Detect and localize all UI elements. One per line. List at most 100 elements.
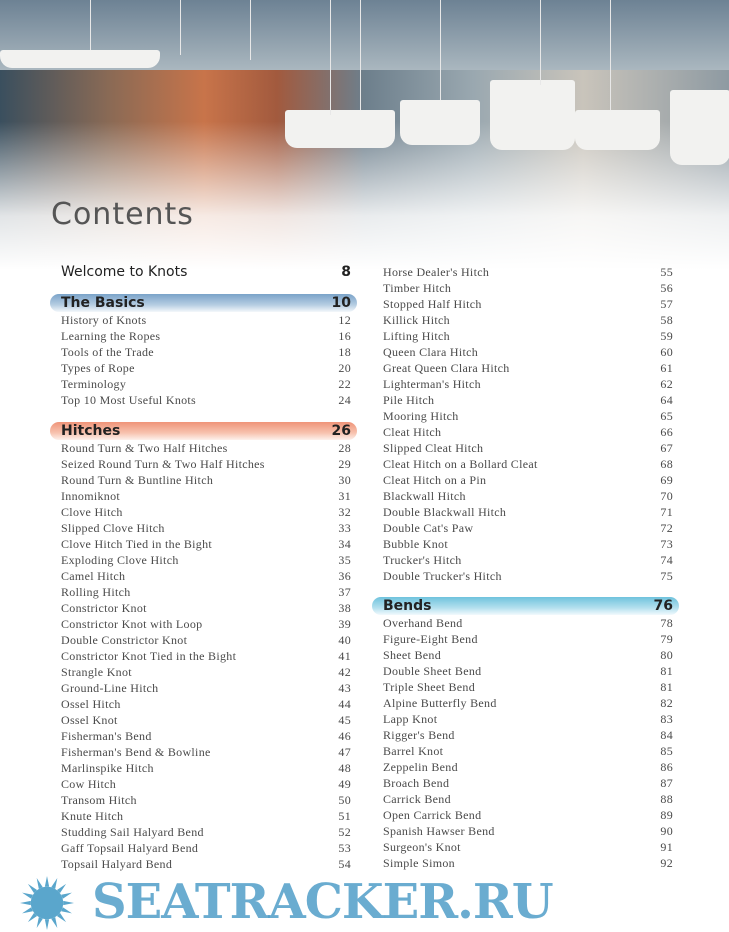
toc-entry[interactable]: Blackwall Hitch 70 [372, 489, 679, 504]
entry-title: Horse Dealer's Hitch [383, 265, 490, 279]
entry-page: 72 [660, 521, 673, 535]
toc-entry[interactable]: Barrel Knot 85 [372, 744, 679, 759]
entry-title: Carrick Bend [383, 792, 451, 806]
toc-entry[interactable]: Rigger's Bend 84 [372, 728, 679, 743]
toc-entry[interactable]: Lapp Knot 83 [372, 712, 679, 727]
toc-welcome[interactable]: Welcome to Knots 8 [50, 263, 357, 281]
toc-entry[interactable]: Ground-Line Hitch 43 [50, 681, 357, 696]
toc-entry[interactable]: Lighterman's Hitch 62 [372, 377, 679, 392]
toc-entry[interactable]: Timber Hitch 56 [372, 281, 679, 296]
toc-entry[interactable]: Double Sheet Bend 81 [372, 664, 679, 679]
toc-entry[interactable]: Clove Hitch Tied in the Bight 34 [50, 537, 357, 552]
toc-entry[interactable]: Stopped Half Hitch 57 [372, 297, 679, 312]
toc-entry[interactable]: Pile Hitch 64 [372, 393, 679, 408]
toc-entry[interactable]: Gaff Topsail Halyard Bend 53 [50, 841, 357, 856]
toc-entry[interactable]: Round Turn & Buntline Hitch 30 [50, 473, 357, 488]
toc-entry[interactable]: Queen Clara Hitch 60 [372, 345, 679, 360]
section-header[interactable]: Bends 76 [372, 597, 679, 615]
entry-page: 34 [338, 537, 351, 551]
toc-entry[interactable]: History of Knots 12 [50, 313, 357, 328]
entry-page: 80 [660, 648, 673, 662]
entry-title: Welcome to Knots [61, 264, 188, 280]
toc-entry[interactable]: Killick Hitch 58 [372, 313, 679, 328]
toc-entry[interactable]: Double Constrictor Knot 40 [50, 633, 357, 648]
toc-entry[interactable]: Open Carrick Bend 89 [372, 808, 679, 823]
entry-title: Lifting Hitch [383, 329, 450, 343]
toc-entry[interactable]: Learning the Ropes 16 [50, 329, 357, 344]
entry-title: Zeppelin Bend [383, 760, 458, 774]
harbor-photo [0, 0, 729, 270]
mast [610, 0, 611, 110]
toc-entry[interactable]: Mooring Hitch 65 [372, 409, 679, 424]
entry-page: 43 [338, 681, 351, 695]
toc-entry[interactable]: Tools of the Trade 18 [50, 345, 357, 360]
section-header[interactable]: Hitches 26 [50, 422, 357, 440]
toc-entry[interactable]: Seized Round Turn & Two Half Hitches 29 [50, 457, 357, 472]
toc-entry[interactable]: Broach Bend 87 [372, 776, 679, 791]
entry-page: 31 [338, 489, 351, 503]
entry-title: Double Constrictor Knot [61, 633, 188, 647]
toc-entry[interactable]: Great Queen Clara Hitch 61 [372, 361, 679, 376]
toc-entry[interactable]: Constrictor Knot with Loop 39 [50, 617, 357, 632]
toc-entry[interactable]: Studding Sail Halyard Bend 52 [50, 825, 357, 840]
toc-entry[interactable]: Surgeon's Knot 91 [372, 840, 679, 855]
toc-entry[interactable]: Simple Simon 92 [372, 856, 679, 871]
toc-entry[interactable]: Transom Hitch 50 [50, 793, 357, 808]
toc-entry[interactable]: Constrictor Knot 38 [50, 601, 357, 616]
entry-title: Simple Simon [383, 856, 455, 870]
toc-entry[interactable]: Horse Dealer's Hitch 55 [372, 265, 679, 280]
section-header[interactable]: The Basics 10 [50, 294, 357, 312]
entry-title: Double Trucker's Hitch [383, 569, 502, 583]
toc-entry[interactable]: Strangle Knot 42 [50, 665, 357, 680]
toc-entry[interactable]: Rolling Hitch 37 [50, 585, 357, 600]
toc-entry[interactable]: Bubble Knot 73 [372, 537, 679, 552]
entry-page: 30 [338, 473, 351, 487]
toc-entry[interactable]: Top 10 Most Useful Knots 24 [50, 393, 357, 408]
section-title: The Basics [61, 295, 145, 311]
toc-entry[interactable]: Fisherman's Bend & Bowline 47 [50, 745, 357, 760]
toc-entry[interactable]: Triple Sheet Bend 81 [372, 680, 679, 695]
toc-entry[interactable]: Spanish Hawser Bend 90 [372, 824, 679, 839]
toc-entry[interactable]: Constrictor Knot Tied in the Bight 41 [50, 649, 357, 664]
entry-title: Rolling Hitch [61, 585, 131, 599]
entry-title: Surgeon's Knot [383, 840, 461, 854]
toc-entry[interactable]: Cow Hitch 49 [50, 777, 357, 792]
toc-entry[interactable]: Innomiknot 31 [50, 489, 357, 504]
toc-entry[interactable]: Alpine Butterfly Bend 82 [372, 696, 679, 711]
toc-entry[interactable]: Trucker's Hitch 74 [372, 553, 679, 568]
toc-entry[interactable]: Sheet Bend 80 [372, 648, 679, 663]
toc-entry[interactable]: Round Turn & Two Half Hitches 28 [50, 441, 357, 456]
toc-entry[interactable]: Marlinspike Hitch 48 [50, 761, 357, 776]
toc-entry[interactable]: Ossel Knot 45 [50, 713, 357, 728]
toc-entry[interactable]: Slipped Clove Hitch 33 [50, 521, 357, 536]
toc-entry[interactable]: Types of Rope 20 [50, 361, 357, 376]
toc-entry[interactable]: Slipped Cleat Hitch 67 [372, 441, 679, 456]
toc-entry[interactable]: Lifting Hitch 59 [372, 329, 679, 344]
toc-entry[interactable]: Overhand Bend 78 [372, 616, 679, 631]
toc-entry[interactable]: Double Cat's Paw 72 [372, 521, 679, 536]
toc-entry[interactable]: Camel Hitch 36 [50, 569, 357, 584]
toc-entry[interactable]: Zeppelin Bend 86 [372, 760, 679, 775]
toc-entry[interactable]: Cleat Hitch on a Pin 69 [372, 473, 679, 488]
entry-page: 50 [338, 793, 351, 807]
toc-entry[interactable]: Terminology 22 [50, 377, 357, 392]
toc-entry[interactable]: Knute Hitch 51 [50, 809, 357, 824]
toc-entry[interactable]: Double Trucker's Hitch 75 [372, 569, 679, 584]
toc-entry[interactable]: Topsail Halyard Bend 54 [50, 857, 357, 872]
toc-entry[interactable]: Cleat Hitch 66 [372, 425, 679, 440]
entry-title: Killick Hitch [383, 313, 450, 327]
toc-entry[interactable]: Figure-Eight Bend 79 [372, 632, 679, 647]
entry-title: Gaff Topsail Halyard Bend [61, 841, 199, 855]
toc-entry[interactable]: Clove Hitch 32 [50, 505, 357, 520]
toc-entry[interactable]: Exploding Clove Hitch 35 [50, 553, 357, 568]
sun-icon [20, 876, 74, 930]
entry-page: 33 [338, 521, 351, 535]
toc-entry[interactable]: Double Blackwall Hitch 71 [372, 505, 679, 520]
entry-page: 86 [660, 760, 673, 774]
toc-entry[interactable]: Cleat Hitch on a Bollard Cleat 68 [372, 457, 679, 472]
toc-entry[interactable]: Ossel Hitch 44 [50, 697, 357, 712]
toc-entry[interactable]: Carrick Bend 88 [372, 792, 679, 807]
entry-page: 79 [660, 632, 673, 646]
toc-entry[interactable]: Fisherman's Bend 46 [50, 729, 357, 744]
entry-page: 37 [338, 585, 351, 599]
